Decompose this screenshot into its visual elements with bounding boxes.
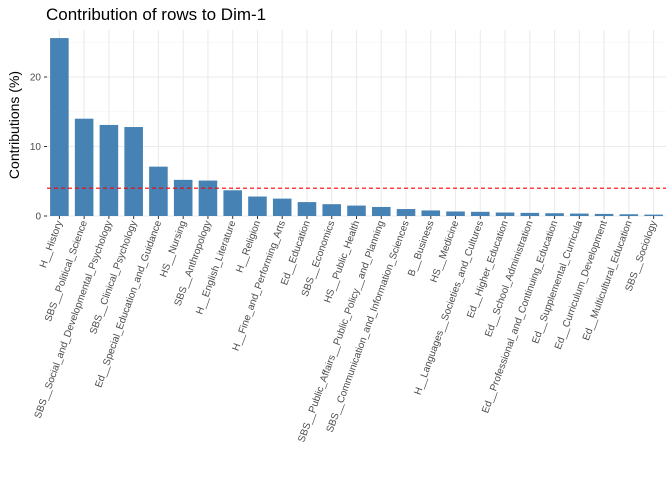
bar [322, 204, 342, 216]
bar [545, 213, 564, 216]
bars [50, 38, 663, 216]
bar [99, 124, 119, 216]
bar [50, 38, 69, 216]
bar [149, 166, 168, 216]
bar [124, 127, 143, 216]
bar [396, 209, 416, 216]
x-tick-label: H__Religion [234, 219, 263, 274]
y-axis-label: Contributions (%) [6, 71, 22, 179]
bar [495, 212, 515, 216]
y-axis-ticks: 0 10 20 [30, 73, 47, 223]
y-tick-label: 0 [35, 212, 41, 223]
bar [644, 214, 663, 216]
bar [223, 190, 242, 216]
chart-title: Contribution of rows to Dim-1 [46, 5, 266, 24]
bar [173, 179, 193, 216]
y-tick-label: 20 [30, 73, 42, 84]
bar [421, 210, 441, 216]
bar [248, 196, 267, 216]
grid-lines [47, 30, 666, 217]
x-axis-ticks: H__HistorySBS__Political_ScienceSBS__Soc… [33, 216, 659, 444]
bar [371, 206, 391, 216]
bar [570, 213, 589, 216]
bar [347, 205, 366, 216]
bar [520, 212, 540, 216]
bar [619, 214, 639, 216]
bar [297, 202, 317, 216]
x-tick-label: H__History [38, 219, 65, 269]
bar [74, 118, 94, 216]
y-tick-label: 10 [30, 142, 42, 153]
bar [272, 198, 292, 216]
bar [446, 211, 465, 216]
x-tick-label: H__Fine_and_Performing_Arts [231, 219, 288, 352]
bar [198, 180, 218, 216]
bar [594, 213, 614, 216]
bar [471, 211, 490, 216]
